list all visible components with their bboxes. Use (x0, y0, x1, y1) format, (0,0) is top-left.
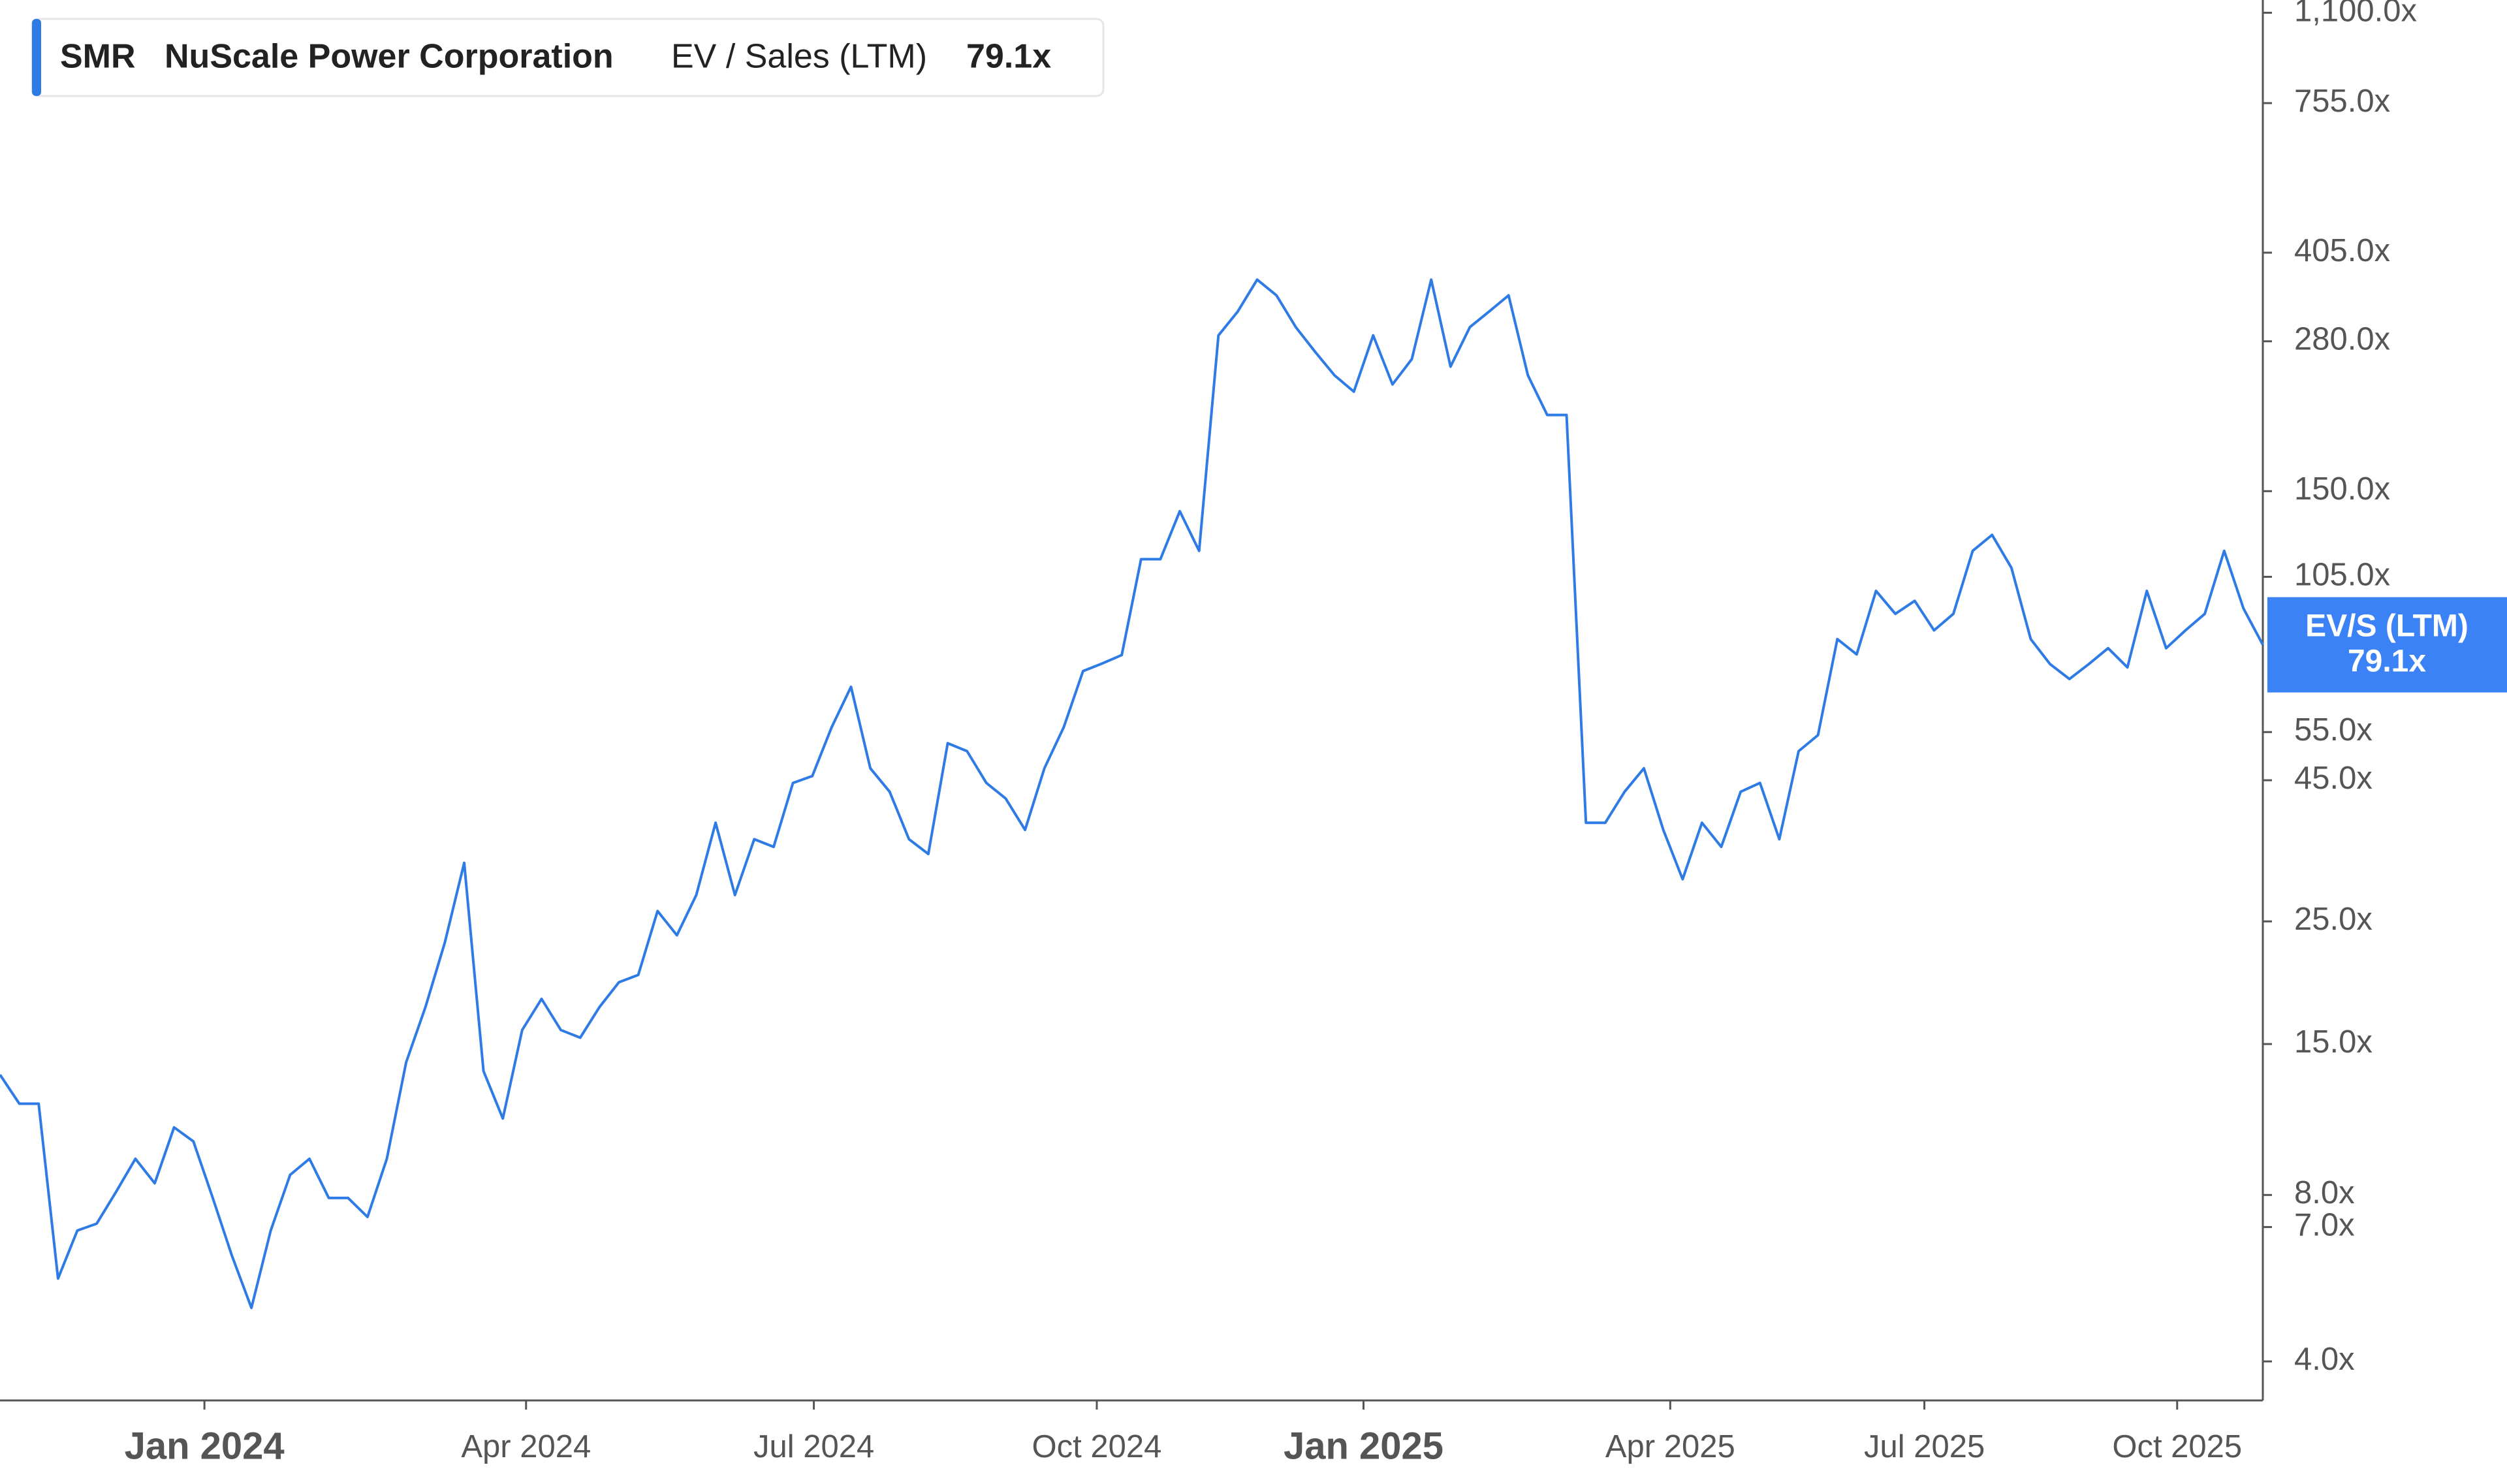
y-tick-label: 55.0x (2294, 712, 2373, 748)
badge-value: 79.1x (2348, 644, 2426, 678)
header-value: 79.1x (966, 38, 1051, 76)
header-name: NuScale Power Corporation (165, 38, 614, 76)
y-tick-label: 1,100.0x (2294, 0, 2417, 28)
x-tick-label: Jul 2024 (753, 1429, 874, 1464)
x-tick-label: Apr 2024 (461, 1429, 591, 1464)
x-tick-label: Oct 2024 (1032, 1429, 1162, 1464)
x-tick-label: Apr 2025 (1605, 1429, 1735, 1464)
y-tick-label: 405.0x (2294, 233, 2390, 268)
y-tick-label: 15.0x (2294, 1024, 2373, 1060)
series-line (0, 278, 2264, 1310)
last-value-badge (2267, 597, 2507, 693)
header-ticker: SMR (60, 38, 136, 76)
x-tick-label: Jan 2025 (1284, 1425, 1443, 1467)
header-accent (32, 19, 41, 96)
header-metric: EV / Sales (LTM) (671, 38, 927, 76)
y-tick-label: 45.0x (2294, 761, 2373, 796)
badge-label: EV/S (LTM) (2305, 608, 2468, 643)
y-tick-label: 4.0x (2294, 1342, 2355, 1377)
y-tick-label: 105.0x (2294, 557, 2390, 592)
x-tick-label: Oct 2025 (2112, 1429, 2242, 1464)
y-tick-label: 8.0x (2294, 1175, 2355, 1210)
y-tick-label: 280.0x (2294, 322, 2390, 357)
y-tick-label: 7.0x (2294, 1207, 2355, 1242)
x-tick-label: Jan 2024 (125, 1425, 285, 1467)
y-tick-label: 150.0x (2294, 471, 2390, 507)
x-tick-label: Jul 2025 (1864, 1429, 1985, 1464)
y-tick-label: 25.0x (2294, 902, 2373, 937)
y-tick-label: 755.0x (2294, 84, 2390, 119)
